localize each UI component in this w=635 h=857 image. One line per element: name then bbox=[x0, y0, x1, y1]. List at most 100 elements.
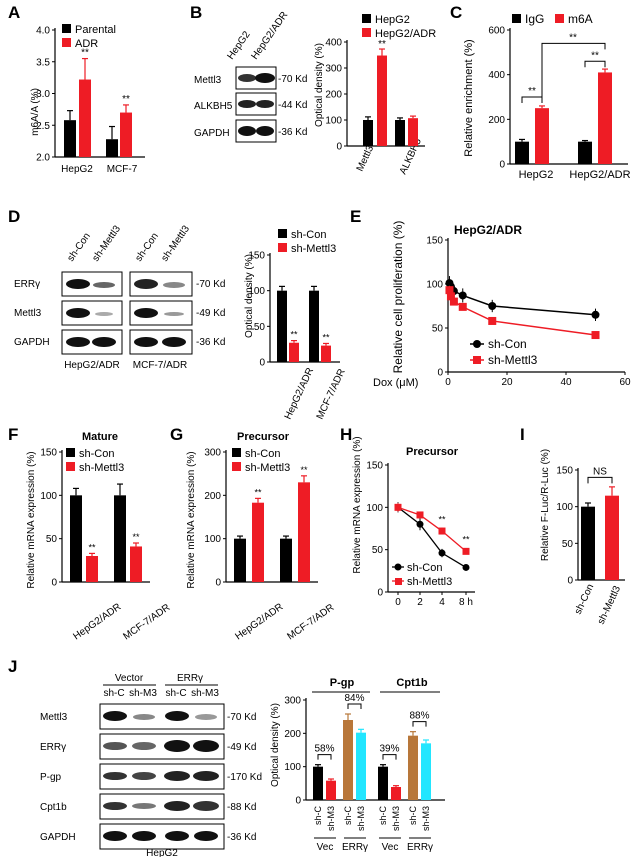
bracket-C-0 bbox=[521, 96, 543, 103]
panel-J-chart: P-gp Cpt1b Optical density (%) bbox=[270, 677, 440, 787]
panel-I-y-tick-label: 50 bbox=[562, 539, 574, 550]
band bbox=[133, 714, 155, 720]
band bbox=[255, 73, 275, 83]
lane-j-3: sh-C bbox=[165, 688, 186, 699]
legend-label-sh-mettl3-d: sh-Mettl3 bbox=[291, 243, 336, 255]
panel-label-I: I bbox=[520, 425, 525, 444]
panel-H-x-tick-label: 2 bbox=[417, 597, 423, 608]
bar-B-0-1 bbox=[395, 120, 405, 146]
subgroup-label-J-2: Vec bbox=[382, 842, 399, 853]
panel-F-y-tick-label: 100 bbox=[40, 491, 57, 502]
panel-label-E: E bbox=[350, 207, 361, 226]
legend-swatch-hepg2 bbox=[362, 14, 371, 23]
x-tick-c-hepg2: HepG2 bbox=[519, 169, 554, 181]
x-tick-f-2: MCF-7/ADR bbox=[121, 602, 172, 642]
blot-row-label-alkbh5: ALKBH5 bbox=[194, 101, 233, 112]
line-H-0 bbox=[397, 506, 467, 569]
x-tick-J-5: sh-M3 bbox=[391, 806, 401, 831]
legend-label-sh-con-d: sh-Con bbox=[291, 229, 326, 241]
blot-row-label-gapdh: GAPDH bbox=[194, 128, 230, 139]
bar-D-0-0 bbox=[277, 290, 287, 362]
x-tick-g-1: HepG2/ADR bbox=[233, 602, 285, 643]
panel-B-blot: HepG2 HepG2/ADR Mettl3 ALKBH5 GAPDH -70 … bbox=[194, 10, 307, 143]
bar-J-3 bbox=[356, 732, 366, 800]
panel-G-title: Precursor bbox=[237, 431, 290, 443]
bar-F-0-0 bbox=[70, 495, 82, 582]
x-tick-J-0: sh-C bbox=[313, 806, 323, 826]
point-H-sh-con bbox=[462, 563, 470, 571]
panel-label-G: G bbox=[170, 425, 183, 444]
legend-label-igg: IgG bbox=[525, 12, 544, 26]
bar-F-0-1 bbox=[114, 495, 126, 582]
point-H-sh-con bbox=[438, 549, 446, 557]
band bbox=[103, 831, 127, 841]
bar-C-1-1 bbox=[598, 72, 612, 164]
panel-I-ylabel: Relative F-Luc/R-Luc (%) bbox=[540, 449, 551, 561]
panel-label-D: D bbox=[8, 207, 20, 226]
x-tick-J-4: sh-C bbox=[378, 806, 388, 826]
subgroup-label-J-0: Vec bbox=[317, 842, 334, 853]
bar-J-6 bbox=[408, 735, 418, 800]
band bbox=[256, 100, 274, 108]
panel-A-y-tick-label: 2.5 bbox=[36, 121, 50, 132]
blot-j-row-2: ERRγ bbox=[40, 742, 66, 753]
bar-J-5 bbox=[391, 787, 401, 800]
panel-E-x-tick-label: 0 bbox=[445, 377, 451, 388]
kd-j-5: -36 Kd bbox=[227, 832, 256, 843]
bar-F-1-1 bbox=[130, 546, 142, 582]
x-tick-i-1: sh-Con bbox=[573, 582, 597, 616]
legend-label-sh-mettl3-g: sh-Mettl3 bbox=[245, 462, 290, 474]
panel-E-title: HepG2/ADR bbox=[454, 223, 522, 237]
lane-j-2: sh-M3 bbox=[129, 688, 157, 699]
panel-J-group-2: Cpt1b bbox=[396, 677, 427, 689]
panel-E-y-tick-label: 0 bbox=[437, 368, 443, 379]
panel-C-y-tick-label: 200 bbox=[488, 115, 505, 126]
blot-j-cell-label: HepG2 bbox=[146, 848, 178, 857]
panel-H-ylabel: Relative mRNA expression (%) bbox=[352, 436, 363, 573]
point-E-sh-con bbox=[488, 302, 497, 310]
point-E-sh-mettl3 bbox=[591, 331, 600, 340]
legend-swatch-parental bbox=[62, 24, 71, 33]
band bbox=[92, 337, 116, 347]
significance-H-0: ** bbox=[438, 514, 446, 524]
panel-D-blot: sh-Con sh-Mettl3 sh-Con sh-Mettl3 ERRγ M… bbox=[14, 223, 225, 371]
legend-swatch-m6a bbox=[555, 14, 564, 23]
bar-J-1 bbox=[326, 780, 336, 800]
band bbox=[193, 771, 219, 781]
panel-B-y-tick-label: 400 bbox=[325, 38, 342, 49]
bar-I-1 bbox=[605, 495, 619, 580]
panel-F-title: Mature bbox=[82, 431, 118, 443]
band bbox=[164, 740, 190, 752]
legend-label-adr: ADR bbox=[75, 38, 98, 50]
panel-H-x-tick-label: 4 bbox=[439, 597, 445, 608]
panel-J-y-tick-label: 200 bbox=[284, 729, 301, 740]
band bbox=[103, 742, 127, 750]
panel-A-y-tick-label: 3.0 bbox=[36, 89, 50, 100]
band bbox=[163, 282, 185, 288]
significance-F-0: ** bbox=[88, 542, 96, 552]
bar-D-1-1 bbox=[321, 345, 331, 362]
kd-d-1: -70 Kd bbox=[196, 279, 225, 290]
band bbox=[134, 279, 158, 289]
legend-label-sh-con-g: sh-Con bbox=[245, 448, 280, 460]
bar-A-parental-1 bbox=[106, 139, 118, 157]
legend-label-sh-mettl3-e: sh-Mettl3 bbox=[488, 353, 538, 367]
band bbox=[162, 337, 186, 347]
legend-label-sh-mettl3-f: sh-Mettl3 bbox=[79, 462, 124, 474]
x-tick-f-1: HepG2/ADR bbox=[71, 602, 123, 643]
bar-G-0-0 bbox=[234, 538, 246, 582]
panel-D-y-tick-label: 50 bbox=[254, 322, 266, 333]
percent-label-J-2: 39% bbox=[379, 744, 399, 755]
panel-J-ylabel: Optical density (%) bbox=[270, 703, 281, 787]
bar-B-0-0 bbox=[363, 120, 373, 146]
x-tick-J-1: sh-M3 bbox=[326, 806, 336, 831]
significance-D-1: ** bbox=[322, 332, 330, 342]
legend-label-sh-con-e: sh-Con bbox=[488, 337, 527, 351]
panel-C-y-tick-label: 400 bbox=[488, 70, 505, 81]
blot-j-row-3: P-gp bbox=[40, 772, 62, 783]
lane-label-hepg2: HepG2 bbox=[225, 29, 252, 62]
panel-D-y-tick-label: 150 bbox=[248, 251, 265, 262]
point-H-sh-mettl3 bbox=[416, 511, 424, 519]
